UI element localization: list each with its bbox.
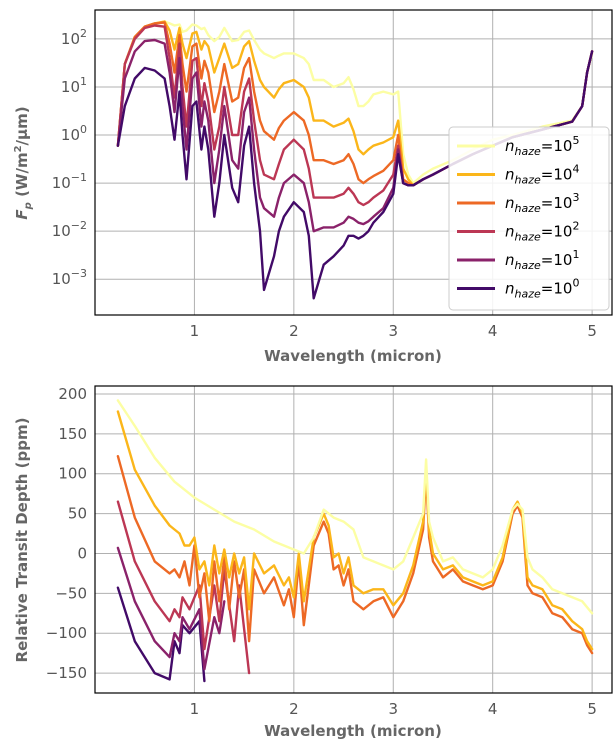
bottom-panel: 1 2 3 4 5 −150 −100 −50 0 50 100 150 200 Wavelength… (13, 385, 613, 740)
legend-exp: 0 (572, 277, 579, 290)
legend-eq: =10 (541, 223, 573, 241)
top-x-tick-labels: 1 2 3 4 5 (190, 322, 597, 340)
top-y-tick-exponent: −2 (71, 219, 87, 232)
bottom-series-line-n-haze-10-3 (116, 455, 594, 655)
top-y-tick-label: 10−3 (52, 267, 87, 288)
legend-entry-n-haze-10-2: nhaze=102 (505, 220, 579, 244)
bottom-y-tick-label: 100 (58, 465, 87, 483)
top-y-tick-base: 10 (52, 174, 71, 192)
bottom-x-tick-label: 3 (388, 700, 398, 718)
top-y-tick-exponent: 1 (80, 75, 87, 88)
legend-n: n (505, 194, 515, 212)
bottom-y-tick-label: 150 (58, 425, 87, 443)
bottom-y-tick-label: 200 (58, 385, 87, 403)
bottom-x-tick-label: 4 (488, 700, 498, 718)
legend-sub: haze (515, 259, 541, 272)
top-y-axis-label-unit-start: (W/m (13, 152, 31, 202)
legend-eq: =10 (541, 194, 573, 212)
top-x-tick-label: 4 (488, 322, 498, 340)
legend-n: n (505, 280, 515, 298)
legend: nhaze=105nhaze=104nhaze=103nhaze=102nhaz… (448, 126, 610, 311)
top-y-axis-label-sub: p (23, 202, 34, 210)
legend-n: n (505, 137, 515, 155)
legend-entry-n-haze-10-3: nhaze=103 (505, 191, 579, 215)
legend-exp: 3 (572, 191, 579, 204)
top-y-tick-label: 102 (61, 27, 87, 48)
top-series-lines (116, 20, 594, 300)
legend-n: n (505, 251, 515, 269)
bottom-series-lines (116, 399, 594, 683)
top-y-axis-label-main: F (13, 209, 31, 220)
bottom-x-tick-label: 1 (190, 700, 200, 718)
bottom-x-axis-label: Wavelength (micron) (264, 722, 442, 740)
bottom-y-tick-label: −50 (55, 584, 87, 602)
top-y-axis-label-unit-end: /μm) (13, 106, 31, 145)
top-x-tick-label: 2 (289, 322, 299, 340)
legend-entry-n-haze-10-4: nhaze=104 (505, 163, 579, 187)
legend-eq: =10 (541, 166, 573, 184)
bottom-series-line-n-haze-10-5 (116, 399, 594, 615)
bottom-y-tick-label: 50 (68, 505, 87, 523)
top-y-tick-base: 10 (52, 270, 71, 288)
top-y-tick-label: 100 (61, 123, 87, 144)
legend-n: n (505, 166, 515, 184)
top-y-tick-base: 10 (52, 222, 71, 240)
legend-exp: 5 (572, 134, 579, 147)
legend-eq: =10 (541, 280, 573, 298)
top-y-tick-exponent: −1 (71, 171, 87, 184)
bottom-x-tick-labels: 1 2 3 4 5 (190, 700, 597, 718)
top-y-tick-label: 10−2 (52, 219, 87, 240)
legend-entry-n-haze-10-5: nhaze=105 (505, 134, 579, 158)
top-y-tick-exponent: 2 (80, 27, 87, 40)
legend-exp: 4 (572, 163, 579, 176)
bottom-y-axis-label: Relative Transit Depth (ppm) (13, 418, 31, 663)
top-x-tick-label: 1 (190, 322, 200, 340)
legend-box (448, 126, 610, 311)
bottom-y-tick-label: −150 (46, 664, 87, 682)
legend-entry-n-haze-10-1: nhaze=101 (505, 248, 579, 272)
bottom-series-line-n-haze-10-1 (116, 546, 226, 671)
top-x-tick-label: 5 (587, 322, 597, 340)
top-x-axis-label: Wavelength (micron) (264, 347, 442, 365)
top-y-tick-exponent: 0 (80, 123, 87, 136)
top-y-tick-label: 101 (61, 75, 87, 96)
legend-eq: =10 (541, 137, 573, 155)
legend-eq: =10 (541, 251, 573, 269)
top-y-tick-base: 10 (61, 30, 80, 48)
legend-entry-n-haze-10-0: nhaze=100 (505, 277, 579, 301)
top-x-tick-label: 3 (388, 322, 398, 340)
legend-sub: haze (515, 288, 541, 301)
bottom-x-tick-label: 5 (587, 700, 597, 718)
bottom-y-tick-label: 0 (77, 544, 87, 562)
legend-exp: 2 (572, 220, 579, 233)
legend-sub: haze (515, 145, 541, 158)
bottom-x-tick-label: 2 (289, 700, 299, 718)
top-y-tick-label: 10−1 (52, 171, 87, 192)
top-series-line-n-haze-10-5 (116, 20, 594, 185)
legend-sub: haze (515, 202, 541, 215)
top-plot-frame (94, 9, 613, 316)
bottom-plot-frame (94, 385, 613, 694)
top-y-tick-exponent: −3 (71, 267, 87, 280)
top-y-tick-base: 10 (61, 126, 80, 144)
top-y-tick-base: 10 (61, 78, 80, 96)
bottom-y-tick-label: −100 (46, 624, 87, 642)
top-y-axis-label-sup: 2 (13, 145, 24, 152)
top-series-line-n-haze-10-0 (116, 50, 594, 300)
bottom-y-tick-labels: −150 −100 −50 0 50 100 150 200 (46, 385, 87, 682)
top-y-axis-label: Fp (W/m2/μm) (13, 106, 34, 219)
legend-n: n (505, 223, 515, 241)
legend-sub: haze (515, 231, 541, 244)
bottom-series-line-n-haze-10-0 (116, 586, 206, 683)
legend-sub: haze (515, 174, 541, 187)
legend-exp: 1 (572, 248, 579, 261)
